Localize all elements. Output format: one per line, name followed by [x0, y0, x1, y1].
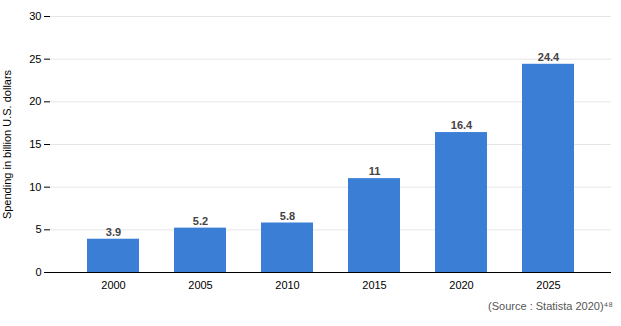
svg-text:5.8: 5.8: [280, 210, 295, 222]
svg-text:30: 30: [29, 10, 41, 22]
svg-text:2020: 2020: [449, 279, 473, 291]
svg-text:Spending in billion U.S. dolla: Spending in billion U.S. dollars: [1, 69, 13, 219]
svg-text:2025: 2025: [536, 279, 560, 291]
svg-text:2010: 2010: [275, 279, 299, 291]
html-text:(Source : Statista 2020)⁴⁸: (Source : Statista 2020)⁴⁸: [488, 300, 613, 312]
svg-text:25: 25: [29, 53, 41, 65]
svg-text:20: 20: [29, 95, 41, 107]
svg-text:2000: 2000: [101, 279, 125, 291]
svg-text:3.9: 3.9: [106, 226, 121, 238]
svg-text:5.2: 5.2: [193, 215, 208, 227]
svg-text:11: 11: [369, 165, 381, 177]
svg-text:0: 0: [35, 266, 41, 278]
svg-text:16.4: 16.4: [451, 119, 473, 131]
svg-text:5: 5: [35, 223, 41, 235]
svg-text:24.4: 24.4: [538, 51, 560, 63]
svg-text:2005: 2005: [188, 279, 212, 291]
svg-text:15: 15: [29, 138, 41, 150]
svg-text:10: 10: [29, 181, 41, 193]
svg-text:2015: 2015: [362, 279, 386, 291]
